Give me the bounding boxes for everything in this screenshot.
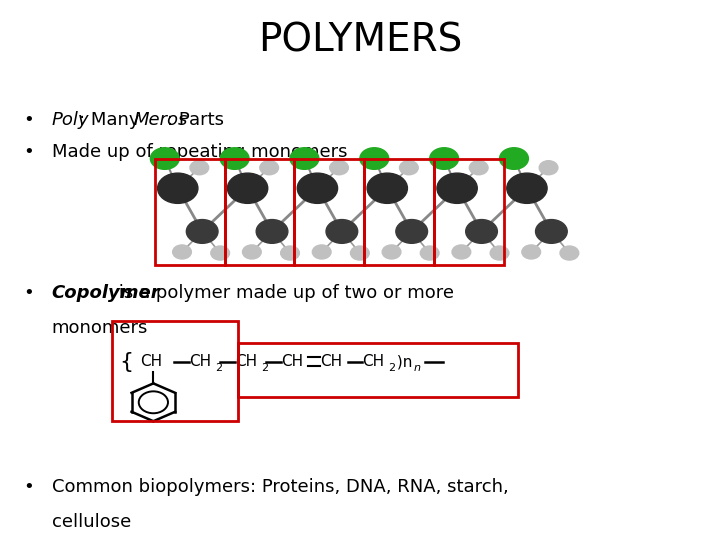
Text: Common biopolymers: Proteins, DNA, RNA, starch,: Common biopolymers: Proteins, DNA, RNA, …	[52, 478, 508, 496]
Circle shape	[360, 148, 389, 170]
Circle shape	[522, 245, 541, 259]
Text: POLYMERS: POLYMERS	[258, 22, 462, 59]
Bar	[294, 159, 364, 265]
Circle shape	[536, 220, 567, 244]
Circle shape	[490, 246, 509, 260]
Circle shape	[256, 220, 288, 244]
Circle shape	[228, 173, 268, 204]
Circle shape	[281, 246, 300, 260]
Circle shape	[400, 161, 418, 175]
Text: 2: 2	[261, 363, 269, 373]
Circle shape	[466, 220, 498, 244]
Text: n: n	[414, 363, 421, 373]
Bar	[225, 159, 294, 265]
Text: CH: CH	[281, 354, 303, 369]
Circle shape	[158, 173, 198, 204]
Text: is a polymer made up of two or more: is a polymer made up of two or more	[113, 284, 454, 301]
Circle shape	[367, 173, 408, 204]
Circle shape	[396, 220, 428, 244]
Circle shape	[326, 220, 358, 244]
Circle shape	[330, 161, 348, 175]
Circle shape	[297, 173, 338, 204]
Circle shape	[173, 245, 192, 259]
Text: CH: CH	[235, 354, 258, 369]
Circle shape	[290, 148, 319, 170]
Circle shape	[220, 148, 249, 170]
Text: CH: CH	[189, 354, 212, 369]
Circle shape	[437, 173, 477, 204]
Text: •: •	[23, 143, 34, 161]
Circle shape	[190, 161, 209, 175]
Circle shape	[243, 245, 261, 259]
Bar	[238, 343, 518, 397]
Text: CH: CH	[320, 354, 343, 369]
Text: •: •	[23, 284, 34, 301]
Circle shape	[382, 245, 401, 259]
Circle shape	[560, 246, 579, 260]
Text: monomers: monomers	[52, 319, 148, 336]
Text: {: {	[119, 352, 133, 372]
Bar	[155, 159, 225, 265]
Bar	[434, 159, 504, 265]
Circle shape	[539, 161, 558, 175]
Circle shape	[500, 148, 528, 170]
Circle shape	[150, 148, 179, 170]
Circle shape	[420, 246, 439, 260]
Bar	[364, 159, 434, 265]
Text: cellulose: cellulose	[52, 513, 131, 531]
Circle shape	[507, 173, 547, 204]
Text: •: •	[23, 111, 34, 129]
Circle shape	[186, 220, 218, 244]
Circle shape	[452, 245, 471, 259]
Text: 2: 2	[388, 363, 395, 373]
Text: )n: )n	[392, 354, 413, 369]
Circle shape	[312, 245, 331, 259]
Circle shape	[211, 246, 230, 260]
Circle shape	[260, 161, 279, 175]
Circle shape	[469, 161, 488, 175]
Text: 2: 2	[215, 363, 222, 373]
Text: Poly: Poly	[52, 111, 89, 129]
Text: : Many: : Many	[79, 111, 151, 129]
Text: Meros: Meros	[133, 111, 188, 129]
Text: CH: CH	[362, 354, 384, 369]
Circle shape	[351, 246, 369, 260]
Text: : Parts: : Parts	[167, 111, 225, 129]
Text: Copolymer: Copolymer	[52, 284, 161, 301]
Circle shape	[430, 148, 459, 170]
Text: •: •	[23, 478, 34, 496]
Text: Made up of repeating monomers: Made up of repeating monomers	[52, 143, 347, 161]
Text: CH: CH	[140, 354, 163, 369]
Bar	[112, 321, 238, 421]
